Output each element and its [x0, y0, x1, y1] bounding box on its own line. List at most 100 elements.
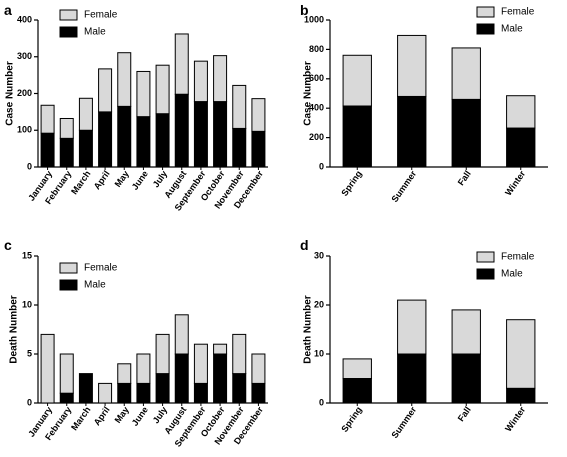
bar-male-april [98, 111, 113, 168]
bar-female-december [251, 98, 266, 132]
legend-swatch-male [59, 26, 78, 38]
x-tick-label: March [69, 169, 92, 196]
y-tick-label: 10 [22, 299, 32, 309]
x-tick-label: April [92, 169, 112, 192]
y-axis-label: Death Number [9, 295, 20, 363]
bar-female-february [59, 117, 74, 139]
legend-swatch-male [59, 279, 78, 291]
y-tick-label: 400 [309, 103, 324, 113]
bar-female-november [232, 84, 247, 129]
bar-female-march [78, 97, 93, 131]
legend-label-female: Female [501, 252, 535, 263]
y-tick-label: 15 [22, 250, 32, 260]
bar-female-september [193, 343, 208, 384]
x-tick-label: July [151, 169, 170, 189]
bar-female-october [213, 343, 228, 355]
bar-female-fall [451, 309, 481, 355]
bar-male-fall [451, 353, 481, 404]
bar-female-winter [506, 319, 536, 389]
bar-male-august [174, 93, 189, 168]
panel-letter: b [300, 2, 309, 18]
y-tick-label: 100 [17, 125, 32, 135]
panel-letter: a [4, 2, 12, 18]
bar-male-november [232, 373, 247, 404]
chart-panel-d: d Death Number 0 10 20 30 Spring Summer Fall Wint… [300, 237, 548, 440]
bar-male-september [193, 101, 208, 168]
x-tick-label: March [69, 405, 92, 432]
bar-male-spring [342, 105, 372, 168]
bar-female-winter [506, 95, 536, 129]
bar-female-june [136, 353, 151, 384]
bar-female-october [213, 55, 228, 103]
legend-label-male: Male [84, 280, 106, 291]
bar-male-spring [342, 378, 372, 404]
x-tick-label: Summer [389, 404, 418, 440]
x-tick-label: June [130, 169, 150, 192]
bar-female-summer [397, 34, 427, 97]
bar-male-january [40, 132, 55, 168]
bar-female-february [59, 353, 74, 394]
bar-male-june [136, 116, 151, 168]
bar-female-july [155, 333, 170, 375]
y-axis-label: Death Number [303, 295, 314, 363]
bar-female-summer [397, 299, 427, 355]
y-tick-label: 0 [319, 161, 324, 171]
y-tick-label: 1000 [304, 14, 324, 24]
y-tick-label: 200 [309, 132, 324, 142]
legend-swatch-female [59, 9, 78, 21]
bar-female-january [40, 333, 55, 404]
legend-label-male: Male [84, 27, 106, 38]
bar-male-february [59, 137, 74, 168]
y-axis-label: Case Number [303, 61, 314, 126]
y-tick-label: 800 [309, 44, 324, 54]
bar-male-fall [451, 98, 481, 168]
bar-male-july [155, 113, 170, 168]
bar-male-march [78, 129, 93, 168]
x-tick-label: Summer [389, 168, 418, 204]
legend-swatch-female [476, 6, 495, 18]
bar-female-september [193, 60, 208, 103]
x-tick-label: Spring [339, 405, 364, 434]
chart-panel-b: b Case Number 0 200 400 600 800 1000 Spring Summe… [300, 2, 548, 204]
bar-male-summer [397, 353, 427, 404]
bar-male-december [251, 382, 266, 404]
panel-letter: d [300, 237, 309, 253]
y-axis-label: Case Number [5, 61, 16, 126]
y-tick-label: 400 [17, 14, 32, 24]
y-tick-label: 10 [314, 348, 324, 358]
legend-swatch-male [476, 268, 495, 280]
bar-male-may [117, 382, 132, 404]
x-tick-label: June [130, 405, 150, 428]
bar-female-may [117, 363, 132, 384]
y-tick-label: 5 [27, 348, 32, 358]
y-tick-label: 20 [314, 299, 324, 309]
legend-label-female: Female [501, 7, 535, 18]
legend-swatch-male [476, 23, 495, 35]
y-tick-label: 300 [17, 51, 32, 61]
bar-female-spring [342, 54, 372, 107]
bar-female-spring [342, 358, 372, 379]
bar-male-october [213, 101, 228, 168]
x-tick-label: May [113, 405, 131, 425]
x-tick-label: April [92, 405, 112, 428]
bar-male-march [78, 373, 93, 404]
bar-female-april [98, 382, 113, 404]
bar-female-august [174, 314, 189, 355]
x-tick-label: Fall [456, 169, 473, 187]
y-tick-label: 0 [27, 161, 32, 171]
bar-male-july [155, 373, 170, 404]
legend-swatch-female [476, 251, 495, 263]
bar-male-february [59, 392, 74, 404]
legend-label-female: Female [84, 263, 118, 274]
bar-female-august [174, 33, 189, 95]
bar-male-august [174, 353, 189, 404]
bar-male-june [136, 382, 151, 404]
bar-male-october [213, 353, 228, 404]
bar-male-september [193, 382, 208, 404]
bar-female-january [40, 104, 55, 134]
bar-male-may [117, 105, 132, 168]
bar-male-summer [397, 95, 427, 168]
x-tick-label: May [113, 169, 131, 189]
